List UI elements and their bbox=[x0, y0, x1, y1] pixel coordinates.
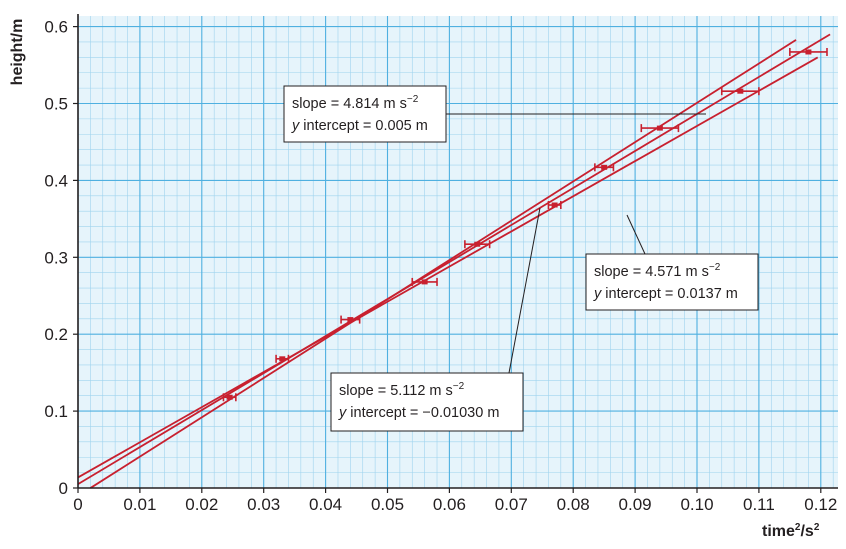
data-marker bbox=[737, 88, 744, 94]
annotation-slope-unit-exp: −2 bbox=[407, 94, 419, 105]
annotation-box bbox=[283, 85, 447, 143]
annotation-slope-value: slope = 4.814 m s bbox=[292, 96, 407, 112]
data-point-5 bbox=[464, 240, 491, 249]
annotation-box bbox=[585, 253, 759, 311]
y-tick-label: 0 bbox=[59, 479, 68, 498]
annotation-slope: slope = 4.571 m s−2 bbox=[594, 262, 721, 280]
y-tick-label: 0.6 bbox=[44, 18, 68, 37]
data-point-2 bbox=[275, 354, 290, 363]
data-point-4 bbox=[411, 277, 438, 286]
annotation-2: slope = 4.571 m s−2 y intercept = 0.0137 … bbox=[585, 253, 759, 311]
data-point-6 bbox=[547, 201, 562, 210]
y-tick-label: 0.1 bbox=[44, 402, 68, 421]
x-tick-label: 0.02 bbox=[185, 495, 218, 514]
data-marker bbox=[226, 394, 233, 400]
y-tick-label: 0.5 bbox=[44, 95, 68, 114]
axes bbox=[77, 14, 838, 489]
y-tick-label: 0.3 bbox=[44, 248, 68, 267]
annotation-1: slope = 4.814 m s−2 y intercept = 0.005 m bbox=[283, 85, 447, 143]
data-marker bbox=[656, 125, 663, 131]
x-tick-label: 0.06 bbox=[433, 495, 466, 514]
tick-labels: 0 0.01 0.02 0.03 0.04 0.05 0.06 0.07 0.08 0.09 0.1… bbox=[44, 18, 837, 514]
y-axis-title: height/m bbox=[9, 19, 26, 86]
data-marker bbox=[347, 317, 354, 323]
data-marker bbox=[805, 49, 812, 55]
y-tick-label: 0.2 bbox=[44, 325, 68, 344]
x-axis-title: time2/s2 bbox=[762, 522, 820, 540]
fit-line-2 bbox=[77, 56, 819, 479]
data-marker bbox=[279, 356, 286, 362]
leader-line-2 bbox=[626, 214, 646, 255]
annotation-intercept: y intercept = 0.005 m bbox=[291, 118, 428, 134]
data-points bbox=[222, 47, 828, 402]
annotation-intercept-value: intercept = −0.01030 m bbox=[346, 405, 499, 421]
x-tick-label: 0.04 bbox=[309, 495, 342, 514]
annotation-intercept-value: intercept = 0.0137 m bbox=[601, 286, 738, 302]
x-tick-label: 0.09 bbox=[619, 495, 652, 514]
x-tick-label: 0 bbox=[73, 495, 82, 514]
x-tick-label: 0.01 bbox=[123, 495, 156, 514]
annotation-slope-value: slope = 5.112 m s bbox=[339, 383, 453, 399]
annotation-leaders bbox=[446, 113, 706, 374]
annotation-intercept-symbol: y bbox=[593, 286, 602, 302]
x-tick-label: 0.08 bbox=[557, 495, 590, 514]
annotation-intercept-symbol: y bbox=[291, 118, 300, 134]
annotation-slope: slope = 5.112 m s−2 bbox=[339, 381, 465, 399]
data-point-7 bbox=[594, 163, 615, 172]
annotation-slope-unit-exp: −2 bbox=[709, 262, 721, 273]
y-tick-label: 0.4 bbox=[44, 171, 68, 190]
annotation-intercept: y intercept = −0.01030 m bbox=[338, 405, 499, 421]
x-tick-label: 0.10 bbox=[680, 495, 713, 514]
data-marker bbox=[551, 202, 558, 208]
data-marker bbox=[421, 279, 428, 285]
annotation-box bbox=[330, 372, 524, 432]
data-point-10 bbox=[789, 47, 828, 56]
x-tick-label: 0.05 bbox=[371, 495, 404, 514]
data-marker bbox=[601, 164, 608, 170]
x-tick-label: 0.07 bbox=[495, 495, 528, 514]
x-tick-label: 0.11 bbox=[743, 495, 775, 514]
annotations: slope = 4.814 m s−2y intercept = 0.005 m… bbox=[283, 85, 759, 432]
leader-line-3 bbox=[508, 207, 541, 374]
x-tick-label: 0.12 bbox=[804, 495, 837, 514]
annotation-intercept-symbol: y bbox=[338, 405, 347, 421]
fit-line-1 bbox=[77, 33, 831, 485]
data-point-3 bbox=[340, 315, 361, 324]
data-point-8 bbox=[640, 124, 680, 133]
annotation-slope-unit-exp: −2 bbox=[453, 381, 465, 392]
data-marker bbox=[474, 241, 481, 247]
annotation-intercept-value: intercept = 0.005 m bbox=[299, 118, 428, 134]
data-point-9 bbox=[720, 87, 760, 96]
x-tick-label: 0.03 bbox=[247, 495, 280, 514]
annotation-3: slope = 5.112 m s−2 y intercept = −0.0103… bbox=[330, 372, 524, 432]
annotation-slope-value: slope = 4.571 m s bbox=[594, 264, 709, 280]
annotation-slope: slope = 4.814 m s−2 bbox=[292, 94, 419, 112]
fit-line-3 bbox=[89, 39, 797, 489]
data-point-1 bbox=[222, 393, 237, 402]
fit-lines bbox=[77, 33, 831, 489]
annotation-intercept: y intercept = 0.0137 m bbox=[593, 286, 738, 302]
